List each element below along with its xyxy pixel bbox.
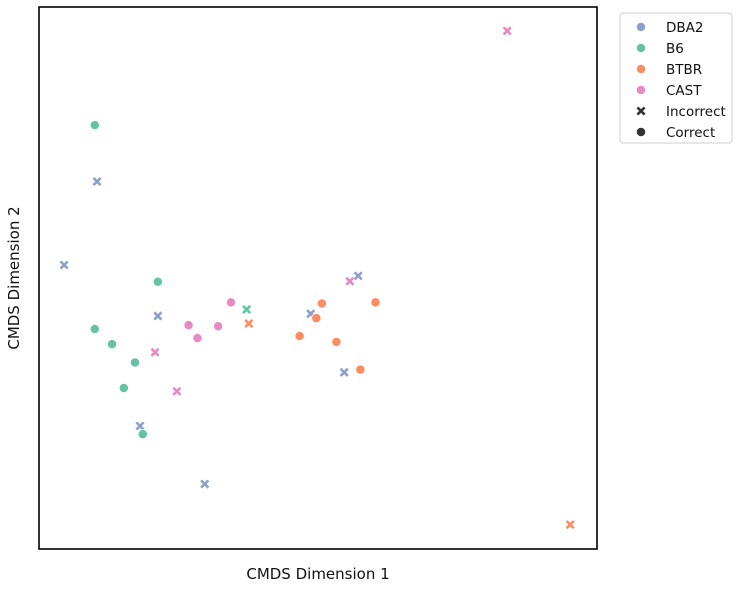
legend: DBA2 B6 BTBR CAST Incorrect Correct [619, 12, 733, 144]
point-dba2-incorrect-5 [200, 479, 210, 489]
legend-marker-cast [636, 85, 646, 95]
point-dba2-incorrect-1 [92, 177, 102, 187]
legend-label-b6: B6 [666, 41, 684, 57]
legend-marker-dba2 [636, 22, 646, 32]
point-b6-correct-4 [107, 339, 118, 350]
legend-label-dba2: DBA2 [666, 20, 703, 36]
legend-label-correct: Correct [666, 125, 715, 141]
point-cast-incorrect-2 [345, 276, 355, 286]
point-dba2-incorrect-7 [353, 271, 363, 281]
point-cast-correct-3 [226, 297, 236, 308]
point-btbr-correct-7 [355, 364, 366, 375]
legend-label-btbr: BTBR [666, 62, 702, 78]
point-cast-correct-5 [192, 333, 203, 344]
point-dba2-incorrect-3 [153, 311, 163, 321]
point-btbr-correct-6 [331, 337, 342, 347]
point-btbr-correct-3 [311, 313, 322, 324]
point-btbr-incorrect-1 [244, 319, 254, 329]
point-btbr-correct-4 [370, 297, 381, 308]
legend-marker-btbr [636, 64, 646, 74]
point-cast-incorrect-8 [172, 386, 182, 396]
legend-items: DBA2 B6 BTBR CAST Incorrect Correct [636, 20, 726, 141]
point-b6-correct-3 [89, 323, 100, 334]
x-axis-label: CMDS Dimension 1 [246, 565, 389, 583]
legend-marker-correct [636, 127, 646, 137]
point-cast-incorrect-1 [502, 26, 512, 36]
legend-marker-b6 [636, 43, 646, 53]
point-dba2-incorrect-8 [339, 367, 349, 377]
plot-area-frame [38, 6, 598, 550]
y-axis-label: CMDS Dimension 2 [5, 206, 23, 349]
point-b6-correct-2 [152, 276, 163, 287]
point-dba2-incorrect-2 [59, 260, 69, 270]
point-b6-correct-5 [130, 357, 140, 368]
point-dba2-incorrect-4 [135, 421, 145, 431]
point-btbr-incorrect-8 [565, 520, 575, 530]
point-btbr-correct-5 [294, 331, 305, 341]
legend-label-cast: CAST [666, 83, 702, 99]
point-b6-incorrect-8 [242, 304, 252, 314]
point-b6-correct-1 [89, 120, 100, 131]
legend-label-incorrect: Incorrect [666, 104, 726, 120]
point-btbr-correct-2 [316, 298, 327, 309]
legend-marker-incorrect [636, 106, 646, 116]
chart-marks [59, 26, 575, 530]
point-cast-correct-4 [183, 320, 194, 331]
point-cast-incorrect-7 [150, 347, 160, 357]
legend-frame [619, 12, 733, 144]
point-b6-correct-6 [118, 383, 129, 393]
point-b6-correct-7 [137, 429, 148, 440]
point-cast-correct-6 [213, 321, 224, 332]
